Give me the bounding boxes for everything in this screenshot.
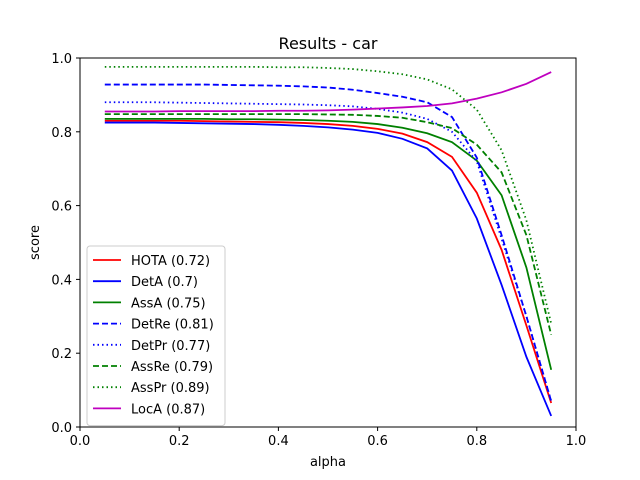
legend-label: AssRe (0.79)	[131, 360, 213, 375]
y-tick-label: 0.2	[51, 347, 72, 362]
series-line-3	[104, 117, 553, 371]
legend-label: HOTA (0.72)	[131, 254, 210, 269]
plot-frame	[79, 57, 577, 428]
x-tick-label: 0.4	[268, 434, 289, 449]
legend-box	[86, 245, 226, 427]
y-tick-label: 1.0	[51, 52, 72, 67]
y-tick-label: 0.8	[51, 126, 72, 141]
legend: HOTA (0.72) DetA (0.7) AssA (0.75) DetRe (0…	[86, 245, 226, 427]
chart-title: Results - car	[279, 34, 378, 53]
y-tick-label: 0.4	[51, 273, 72, 288]
legend-label: AssPr (0.89)	[131, 381, 210, 396]
y-tick-label: 0.0	[51, 421, 72, 436]
series-layer	[104, 65, 553, 417]
series-line-8	[104, 71, 552, 113]
x-tick-label: 1.0	[566, 434, 587, 449]
legend-label: LocA (0.87)	[131, 402, 205, 417]
series-line-6	[104, 113, 553, 335]
series-line-1	[104, 119, 553, 404]
x-tick-label: 0.2	[169, 434, 190, 449]
legend-label: DetA (0.7)	[131, 275, 198, 290]
x-tick-label: 0.8	[466, 434, 487, 449]
series-line-2	[104, 121, 553, 417]
ticks-layer: 0.00.0 0.2 0.2 0.4 0.4 0.6 0.6 0.8 0.8 1.0 1.0	[51, 52, 586, 449]
y-axis-label: score	[28, 225, 43, 260]
legend-label: AssA (0.75)	[131, 296, 206, 311]
legend-label: DetPr (0.77)	[131, 339, 210, 354]
series-line-4	[104, 83, 553, 402]
x-tick-label: 0.0	[70, 434, 91, 449]
legend-label: DetRe (0.81)	[131, 318, 214, 333]
x-tick-label: 0.6	[367, 434, 388, 449]
y-tick-label: 0.6	[51, 200, 72, 215]
x-axis-label: alpha	[310, 455, 346, 470]
